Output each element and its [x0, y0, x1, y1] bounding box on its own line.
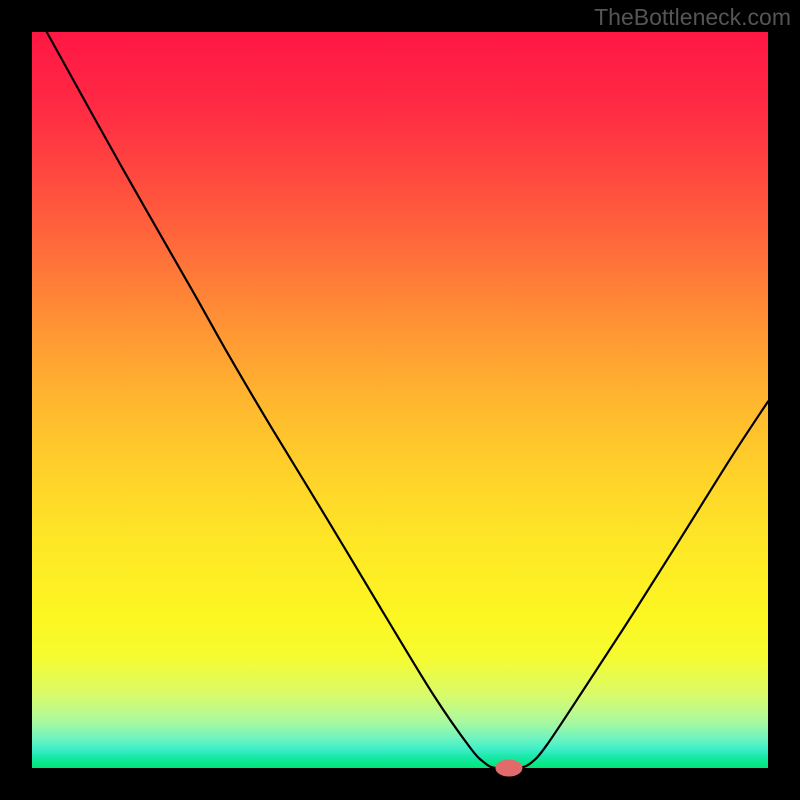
bottleneck-chart [0, 0, 800, 800]
watermark-label: TheBottleneck.com [594, 4, 791, 31]
plot-gradient-background [32, 32, 768, 768]
optimal-point-marker [496, 760, 522, 776]
chart-container: TheBottleneck.com [0, 0, 800, 800]
